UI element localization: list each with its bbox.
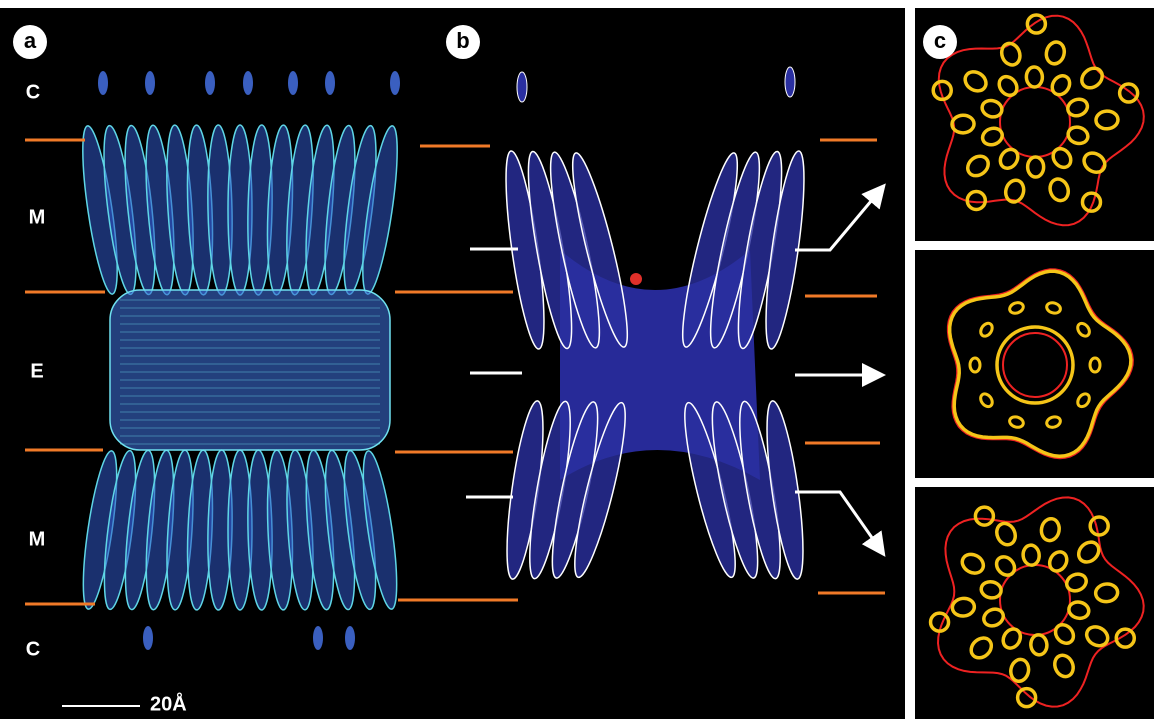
panel-label: c — [934, 28, 946, 53]
density-cap — [145, 71, 155, 95]
density-cap — [785, 67, 795, 97]
density-cap — [390, 71, 400, 95]
density-cap — [98, 71, 108, 95]
density-cap — [143, 626, 153, 650]
region-label: C — [26, 638, 40, 660]
density-cap — [243, 71, 253, 95]
density-core — [110, 290, 390, 450]
density-cap — [517, 72, 527, 102]
region-label: E — [30, 360, 43, 382]
scale-label: 20Å — [150, 691, 187, 715]
panel-label: a — [24, 28, 37, 53]
page: a b c C M E M C 20Å (() => { const data … — [0, 0, 1154, 719]
region-label: M — [29, 206, 46, 228]
panel-label: b — [456, 28, 469, 53]
figure: a b c C M E M C 20Å — [0, 0, 1154, 719]
density-cap — [205, 71, 215, 95]
density-cap — [325, 71, 335, 95]
density-cap — [313, 626, 323, 650]
density-cap — [345, 626, 355, 650]
region-label: C — [26, 81, 40, 103]
panel-c2-bg — [915, 250, 1154, 478]
region-label: M — [29, 528, 46, 550]
marker-star — [630, 273, 642, 285]
density-cap — [288, 71, 298, 95]
